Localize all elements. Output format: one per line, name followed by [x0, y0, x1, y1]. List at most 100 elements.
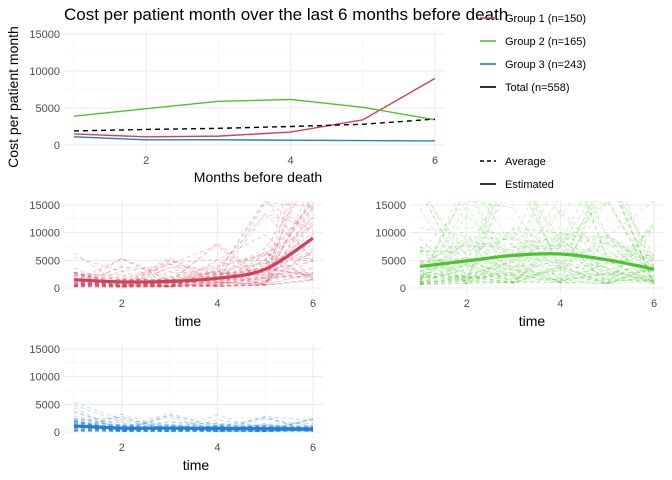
trajectory-line	[419, 201, 655, 285]
y-tick-label: 5000	[36, 103, 60, 115]
trajectory-line	[73, 209, 314, 288]
trajectory-line	[419, 201, 655, 283]
y-axis-label: Cost per patient month	[5, 26, 21, 168]
trajectory-line	[73, 425, 314, 432]
trajectory-line	[419, 201, 655, 285]
plot-panel-3: 0 5000 10000 15000 2 4 6	[29, 344, 323, 454]
trajectory-line	[73, 201, 293, 286]
trajectory-line	[419, 222, 655, 276]
trajectory-line	[419, 232, 655, 284]
trajectory-line	[73, 418, 314, 432]
legend-label: Average	[505, 156, 546, 168]
trajectory-line	[73, 416, 314, 432]
trajectory-line	[419, 227, 655, 285]
trajectory-line	[73, 422, 314, 432]
trajectory-line	[419, 225, 655, 285]
trajectory-line	[73, 214, 314, 287]
trajectory-line	[73, 420, 314, 432]
x-tick-label: 4	[288, 155, 294, 167]
trajectory-line	[73, 428, 314, 432]
trajectory-line	[73, 250, 314, 286]
plot-panel-1: 0 5000 10000 15000 2 4 6	[29, 200, 323, 310]
trajectory-line	[73, 257, 314, 285]
trajectory-line	[427, 201, 655, 282]
series-line-3	[73, 136, 436, 142]
trajectory-line	[73, 267, 314, 288]
trajectory-line	[419, 201, 655, 285]
trajectory-line	[73, 245, 314, 288]
series-line-1	[73, 77, 436, 138]
trajectory-line	[73, 259, 314, 288]
x-tick-label: 2	[143, 155, 149, 167]
trajectory-group	[419, 201, 655, 286]
trajectory-line	[419, 201, 655, 285]
trajectory-line	[419, 261, 655, 285]
trajectory-line	[419, 226, 655, 268]
trajectory-line	[73, 420, 314, 432]
trajectory-line	[73, 213, 314, 286]
trajectory-line	[419, 201, 655, 284]
trajectory-line	[73, 269, 314, 287]
trajectory-line	[419, 222, 655, 284]
y-tick-label: 5000	[382, 255, 406, 267]
trajectory-line	[73, 268, 314, 288]
x-tick-label: 2	[119, 442, 125, 454]
trajectory-line	[419, 273, 655, 284]
trajectory-line	[419, 238, 655, 285]
trajectory-line	[73, 277, 314, 288]
y-tick-label: 10000	[29, 372, 60, 384]
trajectory-line	[419, 205, 655, 285]
trajectory-line	[73, 425, 314, 432]
x-axis-label: Months before death	[194, 169, 322, 185]
subplot-2-x-axis-label: time	[519, 313, 546, 329]
trajectory-line	[73, 414, 314, 431]
x-tick-label: 4	[214, 442, 220, 454]
trajectory-line	[73, 247, 314, 288]
trajectory-line	[73, 243, 314, 287]
x-tick-label: 4	[214, 298, 220, 310]
trajectory-line	[73, 259, 314, 287]
trajectory-line	[73, 216, 314, 288]
trajectory-line	[419, 240, 655, 285]
trajectory-line	[73, 272, 314, 288]
trajectory-line	[73, 269, 314, 288]
plot-panel-0: 0 5000 10000 15000 2 4 6	[29, 29, 445, 167]
x-tick-label: 2	[119, 298, 125, 310]
trajectory-line	[73, 422, 314, 432]
chart-title: Cost per patient month over the last 6 m…	[64, 5, 508, 24]
trajectory-line	[419, 201, 655, 284]
trajectory-line	[73, 203, 314, 287]
trajectory-line	[73, 202, 314, 287]
trajectory-line	[73, 201, 298, 286]
trajectory-line	[73, 421, 314, 431]
trajectory-line	[419, 235, 655, 260]
y-tick-label: 15000	[29, 344, 60, 356]
y-tick-label: 15000	[29, 29, 60, 41]
trajectory-line	[419, 237, 655, 278]
y-tick-label: 10000	[29, 228, 60, 240]
trajectory-line	[73, 201, 314, 288]
trajectory-line	[425, 201, 655, 283]
trajectory-line	[73, 201, 289, 287]
x-tick-label: 6	[310, 442, 316, 454]
trajectory-line	[419, 201, 655, 284]
trajectory-line	[73, 201, 314, 287]
subplot-3-x-axis-label: time	[183, 457, 210, 473]
trajectory-line	[419, 242, 655, 284]
trajectory-line	[73, 240, 314, 287]
trajectory-line	[73, 253, 314, 286]
trajectory-line	[419, 252, 655, 284]
trajectory-line	[73, 421, 314, 432]
trajectory-line	[419, 269, 655, 285]
trajectory-line	[419, 201, 655, 284]
trajectory-line	[73, 254, 314, 287]
trajectory-line	[419, 233, 655, 280]
trajectory-line	[73, 205, 314, 287]
y-tick-label: 0	[54, 140, 60, 152]
trajectory-line	[73, 201, 306, 288]
trajectory-line	[419, 201, 655, 279]
y-tick-label: 10000	[29, 66, 60, 78]
mean-trend-line	[419, 252, 655, 271]
trajectory-line	[73, 421, 314, 432]
y-tick-label: 0	[54, 283, 60, 295]
